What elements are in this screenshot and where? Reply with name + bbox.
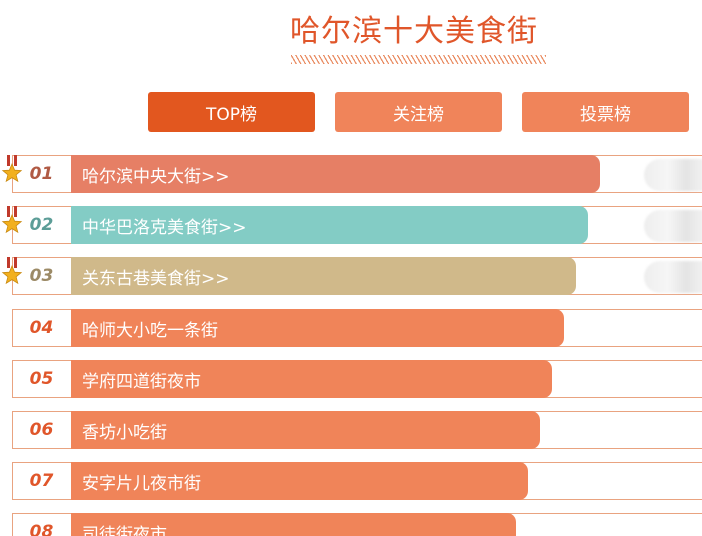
rank-number: 05 — [29, 369, 54, 389]
rank-number: 04 — [29, 318, 54, 338]
ranking-row[interactable]: 03 关东古巷美食街>> — [1, 257, 702, 295]
medal-star-icon — [1, 206, 23, 234]
thumbnail-image[interactable] — [644, 210, 702, 242]
ranking-row[interactable]: 01 哈尔滨中央大街>> — [1, 155, 702, 193]
tab-follow[interactable]: 关注榜 — [335, 92, 502, 132]
street-name-link[interactable]: 关东古巷美食街>> — [71, 257, 576, 295]
thumbnail-image[interactable] — [644, 261, 702, 293]
rank-number: 02 — [29, 215, 54, 235]
ranking-row[interactable]: 04 哈师大小吃一条街 — [12, 309, 702, 347]
tab-top[interactable]: TOP榜 — [148, 92, 315, 132]
ranking-row[interactable]: 05 学府四道街夜市 — [12, 360, 702, 398]
rank-number: 08 — [29, 522, 54, 536]
street-name-link[interactable]: 司徒街夜市 — [71, 513, 516, 536]
tab-follow-label: 关注榜 — [393, 104, 444, 125]
ranking-row[interactable]: 02 中华巴洛克美食街>> — [1, 206, 702, 244]
thumbnail-image[interactable] — [644, 159, 702, 191]
rank-number: 07 — [29, 471, 54, 491]
tab-top-label: TOP榜 — [205, 104, 258, 125]
ranking-row[interactable]: 07 安字片儿夜市街 — [12, 462, 702, 500]
street-name-link[interactable]: 学府四道街夜市 — [71, 360, 552, 398]
rank-number: 01 — [29, 164, 54, 184]
tab-vote[interactable]: 投票榜 — [522, 92, 689, 132]
tab-vote-label: 投票榜 — [580, 104, 631, 125]
street-name-link[interactable]: 哈尔滨中央大街>> — [71, 155, 600, 193]
rank-number: 03 — [29, 266, 54, 286]
medal-star-icon — [1, 257, 23, 285]
street-name-link[interactable]: 哈师大小吃一条街 — [71, 309, 564, 347]
ranking-row[interactable]: 08 司徒街夜市 — [12, 513, 702, 536]
medal-star-icon — [1, 155, 23, 183]
rank-number: 06 — [29, 420, 54, 440]
page-title: 哈尔滨十大美食街 — [290, 14, 538, 49]
ranking-row[interactable]: 06 香坊小吃街 — [12, 411, 702, 449]
street-name-link[interactable]: 香坊小吃街 — [71, 411, 540, 449]
title-decoration — [291, 55, 546, 64]
street-name-link[interactable]: 中华巴洛克美食街>> — [71, 206, 588, 244]
street-name-link[interactable]: 安字片儿夜市街 — [71, 462, 528, 500]
